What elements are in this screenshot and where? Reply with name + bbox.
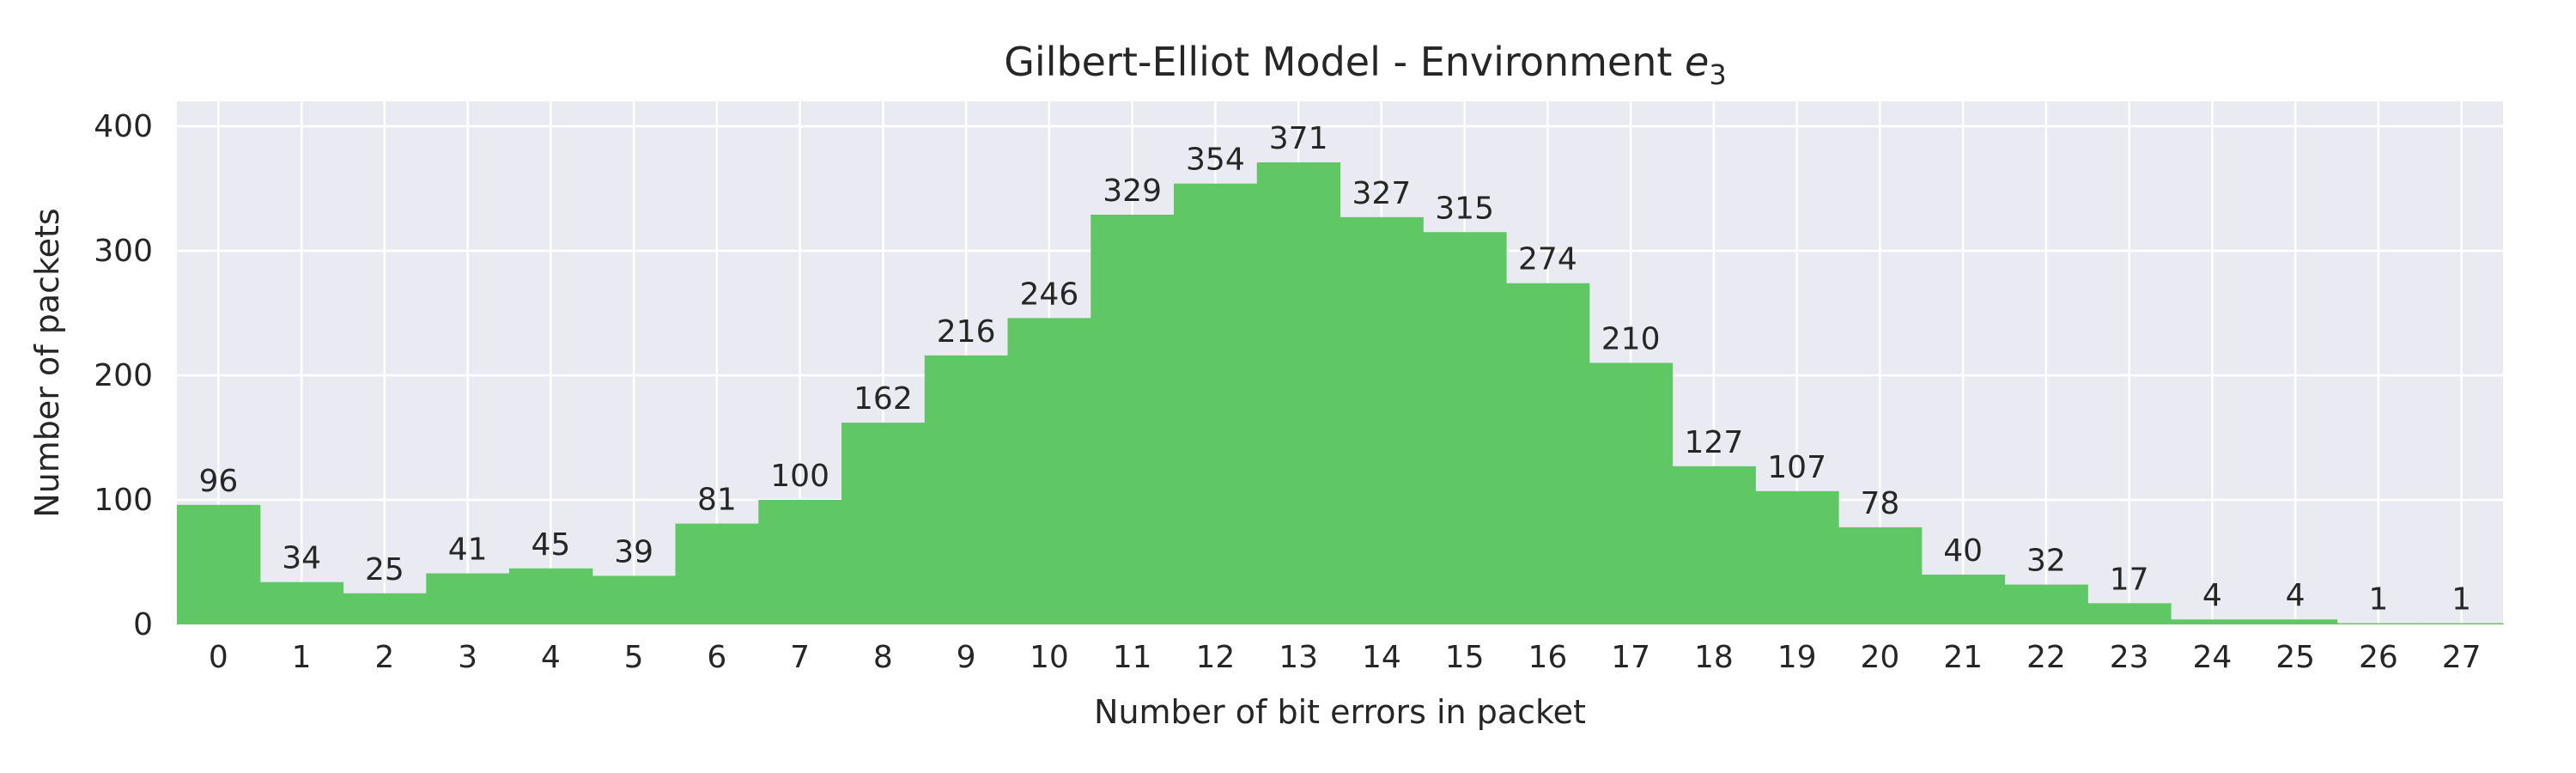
bar-value-label: 32 (2026, 544, 2066, 579)
x-tick-label: 22 (2026, 640, 2066, 675)
bar-value-label: 162 (854, 381, 913, 417)
x-axis-title: Number of bit errors in packet (1094, 693, 1586, 731)
bar-value-label: 1 (2368, 582, 2388, 618)
bar-value-label: 371 (1269, 121, 1328, 156)
x-tick-label: 0 (209, 640, 228, 675)
x-tick-label: 25 (2275, 640, 2315, 675)
histogram-bar (177, 504, 261, 624)
x-axis-ticks: 0 1 2 3 4 5 6 7 8 9 10 11 12 13 14 15 16 17 18 19 20 21 22 23 24… (209, 640, 2482, 675)
bar-value-label: 1 (2451, 582, 2471, 618)
y-tick-label: 300 (94, 234, 153, 269)
x-tick-label: 9 (957, 640, 976, 675)
bar-value-label: 25 (365, 552, 404, 587)
histogram-bar (2004, 584, 2088, 624)
x-tick-label: 3 (458, 640, 477, 675)
histogram-bar (841, 423, 926, 624)
x-tick-label: 1 (292, 640, 312, 675)
bar-value-label: 210 (1601, 322, 1661, 357)
histogram-bar (1838, 526, 1923, 624)
histogram-bar (1007, 318, 1091, 624)
histogram-bar (1921, 575, 2006, 624)
x-tick-label: 16 (1528, 640, 1567, 675)
histogram-bar (2253, 619, 2338, 624)
bar-value-label: 34 (282, 541, 321, 576)
chart-title-text: Gilbert-Elliot Model - Environment (1004, 39, 1685, 85)
bar-value-label: 354 (1186, 143, 1245, 178)
bar-value-label: 96 (198, 464, 238, 499)
x-tick-label: 6 (707, 640, 726, 675)
histogram-bar (259, 581, 344, 624)
bar-value-label: 107 (1767, 450, 1826, 485)
bar-value-label: 17 (2110, 562, 2149, 597)
chart-title-variable: e (1685, 39, 1709, 85)
histogram-bar (675, 523, 759, 624)
bar-value-label: 216 (937, 314, 996, 350)
bar-value-label: 45 (531, 527, 570, 563)
bar-value-label: 246 (1020, 277, 1079, 312)
bar-value-label: 40 (1943, 533, 1983, 569)
bar-value-label: 4 (2286, 578, 2306, 613)
x-tick-label: 2 (374, 640, 394, 675)
x-tick-label: 24 (2192, 640, 2232, 675)
x-tick-label: 8 (873, 640, 893, 675)
x-tick-label: 4 (541, 640, 561, 675)
histogram-bar (1340, 216, 1424, 624)
histogram-bar (509, 568, 593, 624)
x-tick-label: 18 (1694, 640, 1734, 675)
bars (177, 162, 2504, 625)
chart-title: Gilbert-Elliot Model - Environment e3 (1004, 39, 1726, 91)
x-tick-label: 11 (1113, 640, 1152, 675)
x-tick-label: 15 (1445, 640, 1485, 675)
x-tick-label: 13 (1279, 640, 1318, 675)
x-tick-label: 26 (2359, 640, 2398, 675)
bar-value-label: 4 (2202, 578, 2222, 613)
y-tick-label: 0 (133, 607, 153, 642)
histogram-bar (1174, 183, 1258, 624)
histogram-bar (343, 593, 427, 624)
x-tick-label: 14 (1362, 640, 1401, 675)
x-tick-label: 19 (1777, 640, 1817, 675)
bar-value-label: 81 (697, 483, 737, 518)
x-tick-label: 7 (790, 640, 810, 675)
histogram-bar (426, 573, 510, 624)
histogram-bar (592, 575, 677, 624)
histogram-bar (1256, 162, 1341, 625)
histogram-bar (758, 500, 842, 624)
x-tick-label: 27 (2442, 640, 2482, 675)
bar-value-label: 100 (770, 459, 829, 494)
y-tick-label: 100 (94, 483, 153, 518)
bar-value-label: 127 (1685, 425, 1744, 460)
x-tick-label: 12 (1195, 640, 1235, 675)
histogram-bar (1091, 214, 1175, 624)
histogram-bar (2087, 603, 2172, 624)
histogram-bar (1755, 490, 1839, 624)
x-tick-label: 10 (1030, 640, 1069, 675)
y-axis-title: Number of packets (28, 208, 66, 517)
histogram-bar (1589, 362, 1674, 624)
bar-value-label: 327 (1352, 176, 1412, 211)
bar-value-label: 78 (1860, 486, 1899, 521)
x-tick-label: 5 (624, 640, 644, 675)
y-tick-label: 200 (94, 358, 153, 393)
histogram-bar (1506, 283, 1590, 624)
bar-value-label: 41 (448, 533, 488, 568)
y-axis-ticks: 0 100 200 300 400 (94, 109, 153, 642)
bar-value-label: 39 (614, 534, 653, 569)
x-tick-label: 17 (1611, 640, 1650, 675)
y-tick-label: 400 (94, 109, 153, 144)
x-tick-label: 21 (1943, 640, 1983, 675)
x-tick-label: 20 (1860, 640, 1899, 675)
histogram-bar (1672, 466, 1756, 624)
x-tick-label: 23 (2110, 640, 2149, 675)
histogram-bar (1423, 232, 1507, 624)
chart-title-subscript: 3 (1709, 58, 1726, 91)
histogram-bar (2171, 619, 2255, 624)
bar-value-label: 315 (1435, 191, 1494, 226)
bar-value-label: 274 (1518, 242, 1577, 277)
bar-value-label: 329 (1103, 173, 1162, 209)
histogram-bar (924, 355, 1009, 624)
